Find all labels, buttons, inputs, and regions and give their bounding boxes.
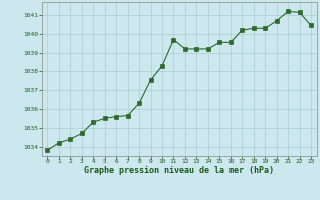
- X-axis label: Graphe pression niveau de la mer (hPa): Graphe pression niveau de la mer (hPa): [84, 166, 274, 175]
